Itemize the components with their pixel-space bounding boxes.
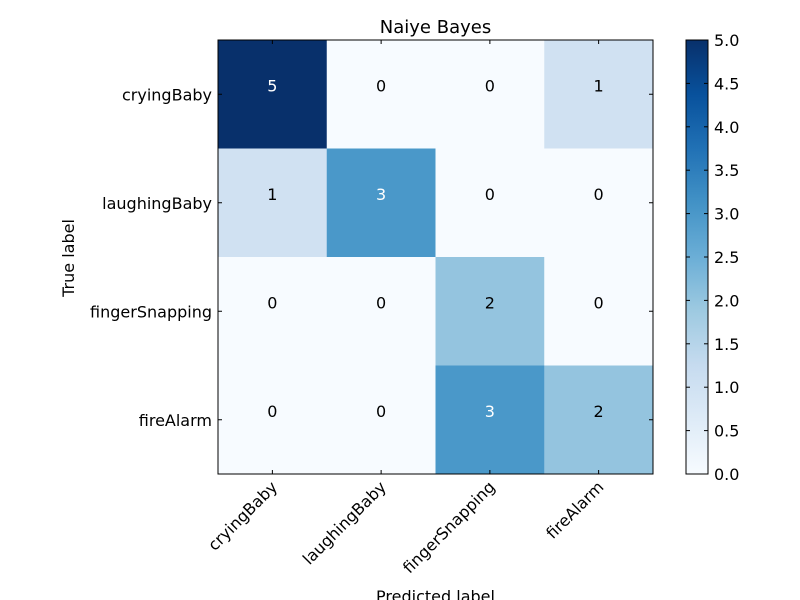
heatmap-cell bbox=[435, 365, 545, 475]
cell-value-label: 0 bbox=[267, 293, 277, 312]
heatmap-cell bbox=[218, 365, 328, 475]
heatmap-cell bbox=[218, 148, 328, 258]
colorbar-tick-label: 2.5 bbox=[714, 248, 739, 267]
colorbar: 0.0 0.5 1.0 1.5 2.0 2.5 3.0 3.5 4.0 4.5 5.0 bbox=[685, 31, 739, 484]
chart-title: Naiye Bayes bbox=[380, 17, 491, 38]
cell-value-label: 0 bbox=[594, 185, 604, 204]
heatmap-cell bbox=[435, 257, 545, 366]
colorbar-tick-label: 1.5 bbox=[714, 335, 739, 354]
cell-value-label: 0 bbox=[376, 76, 386, 95]
heatmap-cell bbox=[326, 257, 436, 366]
x-tick-label: cryingBaby bbox=[204, 477, 281, 554]
cell-value-label: 0 bbox=[267, 402, 277, 421]
heatmap-cell bbox=[435, 40, 545, 149]
x-axis-label: Predicted label bbox=[376, 587, 495, 600]
y-tick-labels: cryingBaby laughingBaby fingerSnapping fire… bbox=[90, 85, 212, 430]
heatmap-cell bbox=[326, 40, 436, 149]
y-tick-label: fingerSnapping bbox=[90, 302, 212, 321]
colorbar-tick-label: 0.5 bbox=[714, 422, 739, 441]
cell-value-label: 0 bbox=[485, 185, 495, 204]
heatmap-cell bbox=[218, 40, 328, 149]
heatmap-cell bbox=[218, 257, 328, 366]
x-tick-label: laughingBaby bbox=[299, 477, 390, 568]
heatmap-cell bbox=[326, 148, 436, 258]
colorbar-tick-label: 0.0 bbox=[714, 465, 739, 484]
colorbar-tick-label: 2.0 bbox=[714, 291, 739, 310]
colorbar-tick-label: 4.5 bbox=[714, 74, 739, 93]
y-tick-label: cryingBaby bbox=[122, 85, 212, 104]
cell-value-label: 0 bbox=[376, 293, 386, 312]
cell-value-label: 0 bbox=[594, 293, 604, 312]
y-tick-label: fireAlarm bbox=[139, 411, 212, 430]
cell-value-label: 1 bbox=[267, 185, 277, 204]
heatmap-cell bbox=[544, 40, 654, 149]
colorbar-tick-label: 5.0 bbox=[714, 31, 739, 50]
cell-value-label: 0 bbox=[376, 402, 386, 421]
y-axis-label: True label bbox=[59, 219, 78, 298]
cell-value-label: 2 bbox=[594, 402, 604, 421]
cell-value-label: 1 bbox=[594, 76, 604, 95]
axis-ticks bbox=[218, 40, 653, 474]
heatmap-cell bbox=[435, 148, 545, 258]
x-tick-label: fireAlarm bbox=[542, 477, 607, 542]
cell-value-label: 0 bbox=[485, 76, 495, 95]
colorbar-tick-label: 4.0 bbox=[714, 118, 739, 137]
plot-frame bbox=[217, 39, 654, 475]
heatmap-cell bbox=[544, 148, 654, 258]
cell-value-label: 5 bbox=[267, 76, 277, 95]
x-tick-label: fingerSnapping bbox=[399, 477, 499, 577]
heatmap-cell bbox=[544, 257, 654, 366]
cell-value-label: 3 bbox=[485, 402, 495, 421]
heatmap-cell bbox=[544, 365, 654, 475]
cell-value-label: 3 bbox=[376, 185, 386, 204]
heatmap-cells: 5 0 0 1 1 3 0 0 0 0 2 0 0 0 3 2 bbox=[218, 40, 654, 475]
cell-value-label: 2 bbox=[485, 293, 495, 312]
colorbar-tick-label: 3.0 bbox=[714, 205, 739, 224]
y-tick-label: laughingBaby bbox=[102, 194, 212, 213]
x-tick-labels: cryingBaby laughingBaby fingerSnapping fire… bbox=[204, 477, 607, 577]
colorbar-tick-label: 3.5 bbox=[714, 161, 739, 180]
colorbar-tick-label: 1.0 bbox=[714, 378, 739, 397]
heatmap-cell bbox=[326, 365, 436, 475]
